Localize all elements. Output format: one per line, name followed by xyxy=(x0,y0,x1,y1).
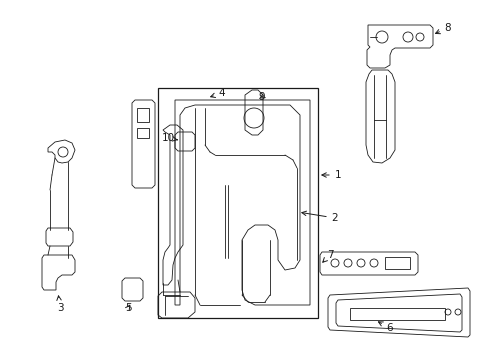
Text: 6: 6 xyxy=(378,322,392,333)
Bar xyxy=(384,257,409,269)
Text: 4: 4 xyxy=(210,88,225,98)
Text: 1: 1 xyxy=(321,170,341,180)
Bar xyxy=(137,108,149,122)
Text: 9: 9 xyxy=(258,92,265,102)
Text: 3: 3 xyxy=(57,296,63,313)
Text: 10: 10 xyxy=(161,133,177,143)
Text: 8: 8 xyxy=(435,23,450,34)
Text: 2: 2 xyxy=(301,211,338,223)
Bar xyxy=(137,128,149,138)
Bar xyxy=(349,308,444,320)
Text: 7: 7 xyxy=(322,250,333,262)
Text: 5: 5 xyxy=(124,303,131,313)
